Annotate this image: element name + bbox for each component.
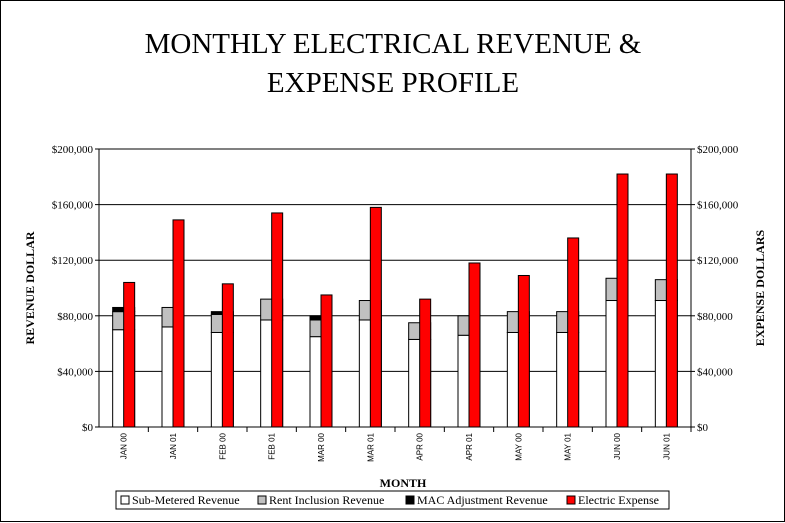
y-tick-label-right: $40,000	[697, 366, 733, 378]
y-axis-left-label: REVENUE DOLLAR	[23, 231, 37, 344]
x-tick-label: FEB 00	[218, 432, 227, 459]
axes	[95, 148, 695, 432]
x-tick-label: APR 00	[416, 432, 425, 460]
bar-electric-expense	[271, 212, 284, 428]
bar-electric-expense	[567, 237, 580, 428]
legend-swatch	[405, 495, 415, 505]
bar-electric-expense	[419, 298, 432, 428]
x-tick-label: MAR 01	[366, 432, 375, 461]
tick-labels: $0 $0 $40,000 $40,000 $80,000 $80,000 $120,000…	[52, 144, 739, 462]
x-tick-label: MAY 01	[564, 432, 573, 460]
legend-swatch	[257, 495, 267, 505]
legend-swatch	[120, 495, 130, 505]
bar-electric-expense	[123, 281, 136, 428]
y-tick-label-right: $80,000	[697, 311, 733, 323]
y-tick-label-right: $200,000	[697, 144, 739, 156]
x-tick-label: APR 01	[465, 432, 474, 460]
x-tick-label: MAR 00	[317, 432, 326, 461]
x-tick-label: MAY 00	[514, 432, 523, 460]
x-tick-label: FEB 01	[268, 432, 277, 459]
legend-label: Rent Inclusion Revenue	[269, 493, 384, 507]
y-tick-label-right: $0	[697, 422, 709, 434]
bar-electric-expense	[369, 206, 382, 428]
legend-swatch	[566, 495, 576, 505]
legend-box	[115, 490, 670, 510]
legend: Sub-Metered Revenue Rent Inclusion Revenu…	[115, 490, 670, 510]
x-axis-label: MONTH	[380, 476, 427, 490]
gridlines	[99, 148, 691, 372]
y-tick-label-left: $0	[82, 422, 94, 434]
y-tick-label-left: $80,000	[57, 311, 93, 323]
chart-title-line-2: EXPENSE PROFILE	[267, 67, 519, 99]
bar-electric-expense	[517, 274, 530, 428]
bar-electric-expense	[616, 173, 629, 428]
y-tick-label-left: $160,000	[52, 200, 94, 212]
bars	[112, 173, 678, 428]
x-tick-label: JUN 01	[662, 432, 671, 459]
y-axis-right-label: EXPENSE DOLLARS	[753, 230, 767, 347]
legend-label: Electric Expense	[578, 493, 659, 507]
x-tick-label: JAN 00	[120, 432, 129, 459]
bar-electric-expense	[665, 173, 678, 428]
bar-electric-expense	[221, 283, 234, 428]
legend-label: Sub-Metered Revenue	[132, 493, 240, 507]
y-tick-label-right: $120,000	[697, 255, 739, 267]
bar-electric-expense	[172, 219, 185, 428]
y-tick-label-left: $120,000	[52, 255, 94, 267]
y-tick-label-right: $160,000	[697, 200, 739, 212]
x-tick-label: JAN 01	[169, 432, 178, 459]
legend-label: MAC Adjustment Revenue	[417, 493, 548, 507]
chart-title-line-1: MONTHLY ELECTRICAL REVENUE &	[145, 28, 642, 60]
bar-electric-expense	[468, 262, 481, 428]
bar-electric-expense	[320, 294, 333, 428]
x-tick-label: JUN 00	[613, 432, 622, 459]
y-tick-label-left: $40,000	[57, 366, 93, 378]
y-tick-label-left: $200,000	[52, 144, 94, 156]
